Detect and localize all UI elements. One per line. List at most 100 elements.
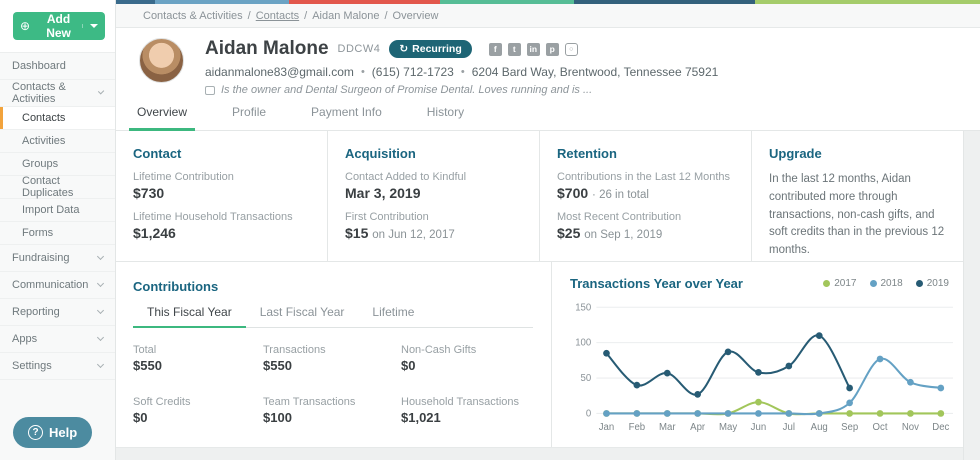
caret-down-icon (90, 24, 98, 28)
contact-info-line: aidanmalone83@gmail.com • (615) 712-1723… (205, 65, 719, 79)
sidebar-item-contact-duplicates[interactable]: Contact Duplicates (0, 175, 115, 199)
card-title: Retention (557, 146, 617, 161)
retention-card: Retention Contributions in the Last 12 M… (540, 131, 752, 261)
recurring-badge: ↻ Recurring (389, 40, 472, 58)
pinterest-icon[interactable]: p (545, 42, 559, 56)
sidebar-item-settings[interactable]: Settings (0, 353, 115, 380)
svg-text:0: 0 (586, 408, 591, 419)
card-title: Acquisition (345, 146, 416, 161)
instagram-icon[interactable]: ○ (564, 42, 578, 56)
svg-text:Dec: Dec (932, 422, 949, 433)
svg-text:Jul: Jul (783, 422, 795, 433)
note-icon (205, 85, 215, 95)
contact-header: Aidan Malone DDCW4 ↻ Recurring f t in p ○… (116, 28, 980, 103)
legend-dot (915, 280, 923, 287)
sidebar-item-apps[interactable]: Apps (0, 326, 115, 353)
chevron-down-icon (96, 306, 105, 315)
tab-lifetime[interactable]: Lifetime (372, 305, 415, 319)
twitter-icon[interactable]: t (507, 42, 521, 56)
add-new-dropdown[interactable] (82, 24, 98, 28)
contact-email[interactable]: aidanmalone83@gmail.com (205, 65, 354, 79)
svg-text:May: May (719, 422, 737, 433)
card-title: Upgrade (769, 146, 822, 161)
sidebar-item-dashboard[interactable]: Dashboard (0, 53, 115, 80)
avatar (139, 38, 184, 83)
contact-address: 6204 Bard Way, Brentwood, Tennessee 7592… (471, 65, 719, 79)
svg-text:Jun: Jun (751, 422, 767, 433)
card-title: Contact (133, 146, 182, 161)
plus-circle-icon: ⊕ (20, 19, 31, 33)
breadcrumb-contact-name[interactable]: Aidan Malone (312, 9, 380, 22)
upgrade-text: In the last 12 months, Aidan contributed… (769, 173, 945, 257)
acquisition-card: Acquisition Contact Added to Kindful Mar … (328, 131, 540, 261)
chevron-down-icon (96, 279, 105, 288)
contributions-panel: Contributions This Fiscal Year Last Fisc… (116, 262, 552, 447)
contact-card: Contact Lifetime Contribution $730 Lifeti… (116, 131, 328, 261)
svg-text:100: 100 (575, 338, 591, 349)
chevron-down-icon (96, 252, 105, 261)
breadcrumb: Contacts & Activities / Contacts / Aidan… (116, 4, 980, 28)
sidebar-item-contacts-activities[interactable]: Contacts & Activities (0, 80, 115, 107)
svg-text:Apr: Apr (690, 422, 706, 433)
chart-legend: 2017 2018 2019 (823, 278, 955, 289)
legend-dot (823, 280, 831, 287)
svg-text:Oct: Oct (873, 422, 888, 433)
contact-tabs: Overview Profile Payment Info History (116, 103, 980, 131)
legend-item-2017[interactable]: 2017 (823, 278, 857, 289)
legend-item-2019[interactable]: 2019 (915, 278, 949, 289)
svg-text:Aug: Aug (811, 422, 828, 433)
breadcrumb-overview[interactable]: Overview (392, 9, 439, 22)
svg-text:Nov: Nov (902, 422, 919, 433)
tab-overview[interactable]: Overview (128, 103, 196, 131)
contact-note: Is the owner and Dental Surgeon of Promi… (205, 84, 980, 96)
sidebar: ⊕ Add New Dashboard Contacts & Activitie… (0, 0, 116, 460)
chevron-down-icon (96, 360, 105, 369)
contributions-tabs: This Fiscal Year Last Fiscal Year Lifeti… (133, 305, 533, 328)
tab-this-fiscal-year[interactable]: This Fiscal Year (133, 305, 246, 328)
sidebar-item-import-data[interactable]: Import Data (0, 199, 115, 222)
tab-profile[interactable]: Profile (232, 105, 267, 119)
legend-item-2018[interactable]: 2018 (869, 278, 903, 289)
legend-dot (869, 280, 877, 287)
svg-text:Mar: Mar (659, 422, 676, 433)
tab-last-fiscal-year[interactable]: Last Fiscal Year (259, 305, 345, 319)
svg-text:Sep: Sep (841, 422, 858, 433)
tab-payment-info[interactable]: Payment Info (311, 105, 382, 119)
contact-name: Aidan Malone (205, 38, 329, 59)
transactions-year-over-year-chart: 0 50 100 150 Jan Feb Mar Apr May Jun Jul Aug Sep Oct N… (575, 302, 953, 433)
sidebar-item-activities[interactable]: Activities (0, 130, 115, 153)
contributions-stats: Total $550 Transactions $550 Non-Cash Gift… (133, 344, 520, 425)
help-button[interactable]: ? Help (13, 417, 93, 448)
add-new-button[interactable]: ⊕ Add New (13, 12, 105, 40)
chevron-down-icon (96, 333, 105, 342)
sidebar-item-forms[interactable]: Forms (0, 222, 115, 245)
right-gutter (963, 131, 980, 460)
tab-history[interactable]: History (426, 105, 465, 119)
main-content: Contacts & Activities / Contacts / Aidan… (116, 0, 980, 460)
sidebar-item-fundraising[interactable]: Fundraising (0, 245, 115, 272)
svg-text:50: 50 (581, 373, 592, 384)
footer-strip (116, 447, 963, 460)
sidebar-item-communication[interactable]: Communication (0, 272, 115, 299)
contributions-title: Contributions (133, 279, 219, 294)
breadcrumb-contacts-activities[interactable]: Contacts & Activities (143, 9, 243, 22)
contact-id: DDCW4 (337, 43, 381, 55)
social-icons: f t in p ○ (488, 42, 578, 56)
recurring-refresh-icon: ↻ (399, 43, 409, 55)
contact-phone: (615) 712-1723 (371, 65, 454, 79)
linkedin-icon[interactable]: in (526, 42, 540, 56)
facebook-icon[interactable]: f (488, 42, 502, 56)
sidebar-item-contacts[interactable]: Contacts (0, 107, 115, 130)
breadcrumb-contacts[interactable]: Contacts (255, 9, 300, 22)
sidebar-nav: Dashboard Contacts & Activities Contacts… (0, 53, 115, 380)
upgrade-card: Upgrade In the last 12 months, Aidan con… (752, 131, 963, 261)
chart-title: Transactions Year over Year (570, 276, 743, 291)
add-new-area: ⊕ Add New (0, 0, 115, 53)
chart-panel: Transactions Year over Year 2017 2018 2019… (552, 262, 963, 447)
svg-text:Feb: Feb (629, 422, 646, 433)
sidebar-item-groups[interactable]: Groups (0, 153, 115, 176)
bottom-panels: Contributions This Fiscal Year Last Fisc… (116, 262, 963, 447)
add-new-label: Add New (46, 12, 71, 40)
sidebar-item-reporting[interactable]: Reporting (0, 299, 115, 326)
summary-cards: Contact Lifetime Contribution $730 Lifeti… (116, 131, 963, 262)
